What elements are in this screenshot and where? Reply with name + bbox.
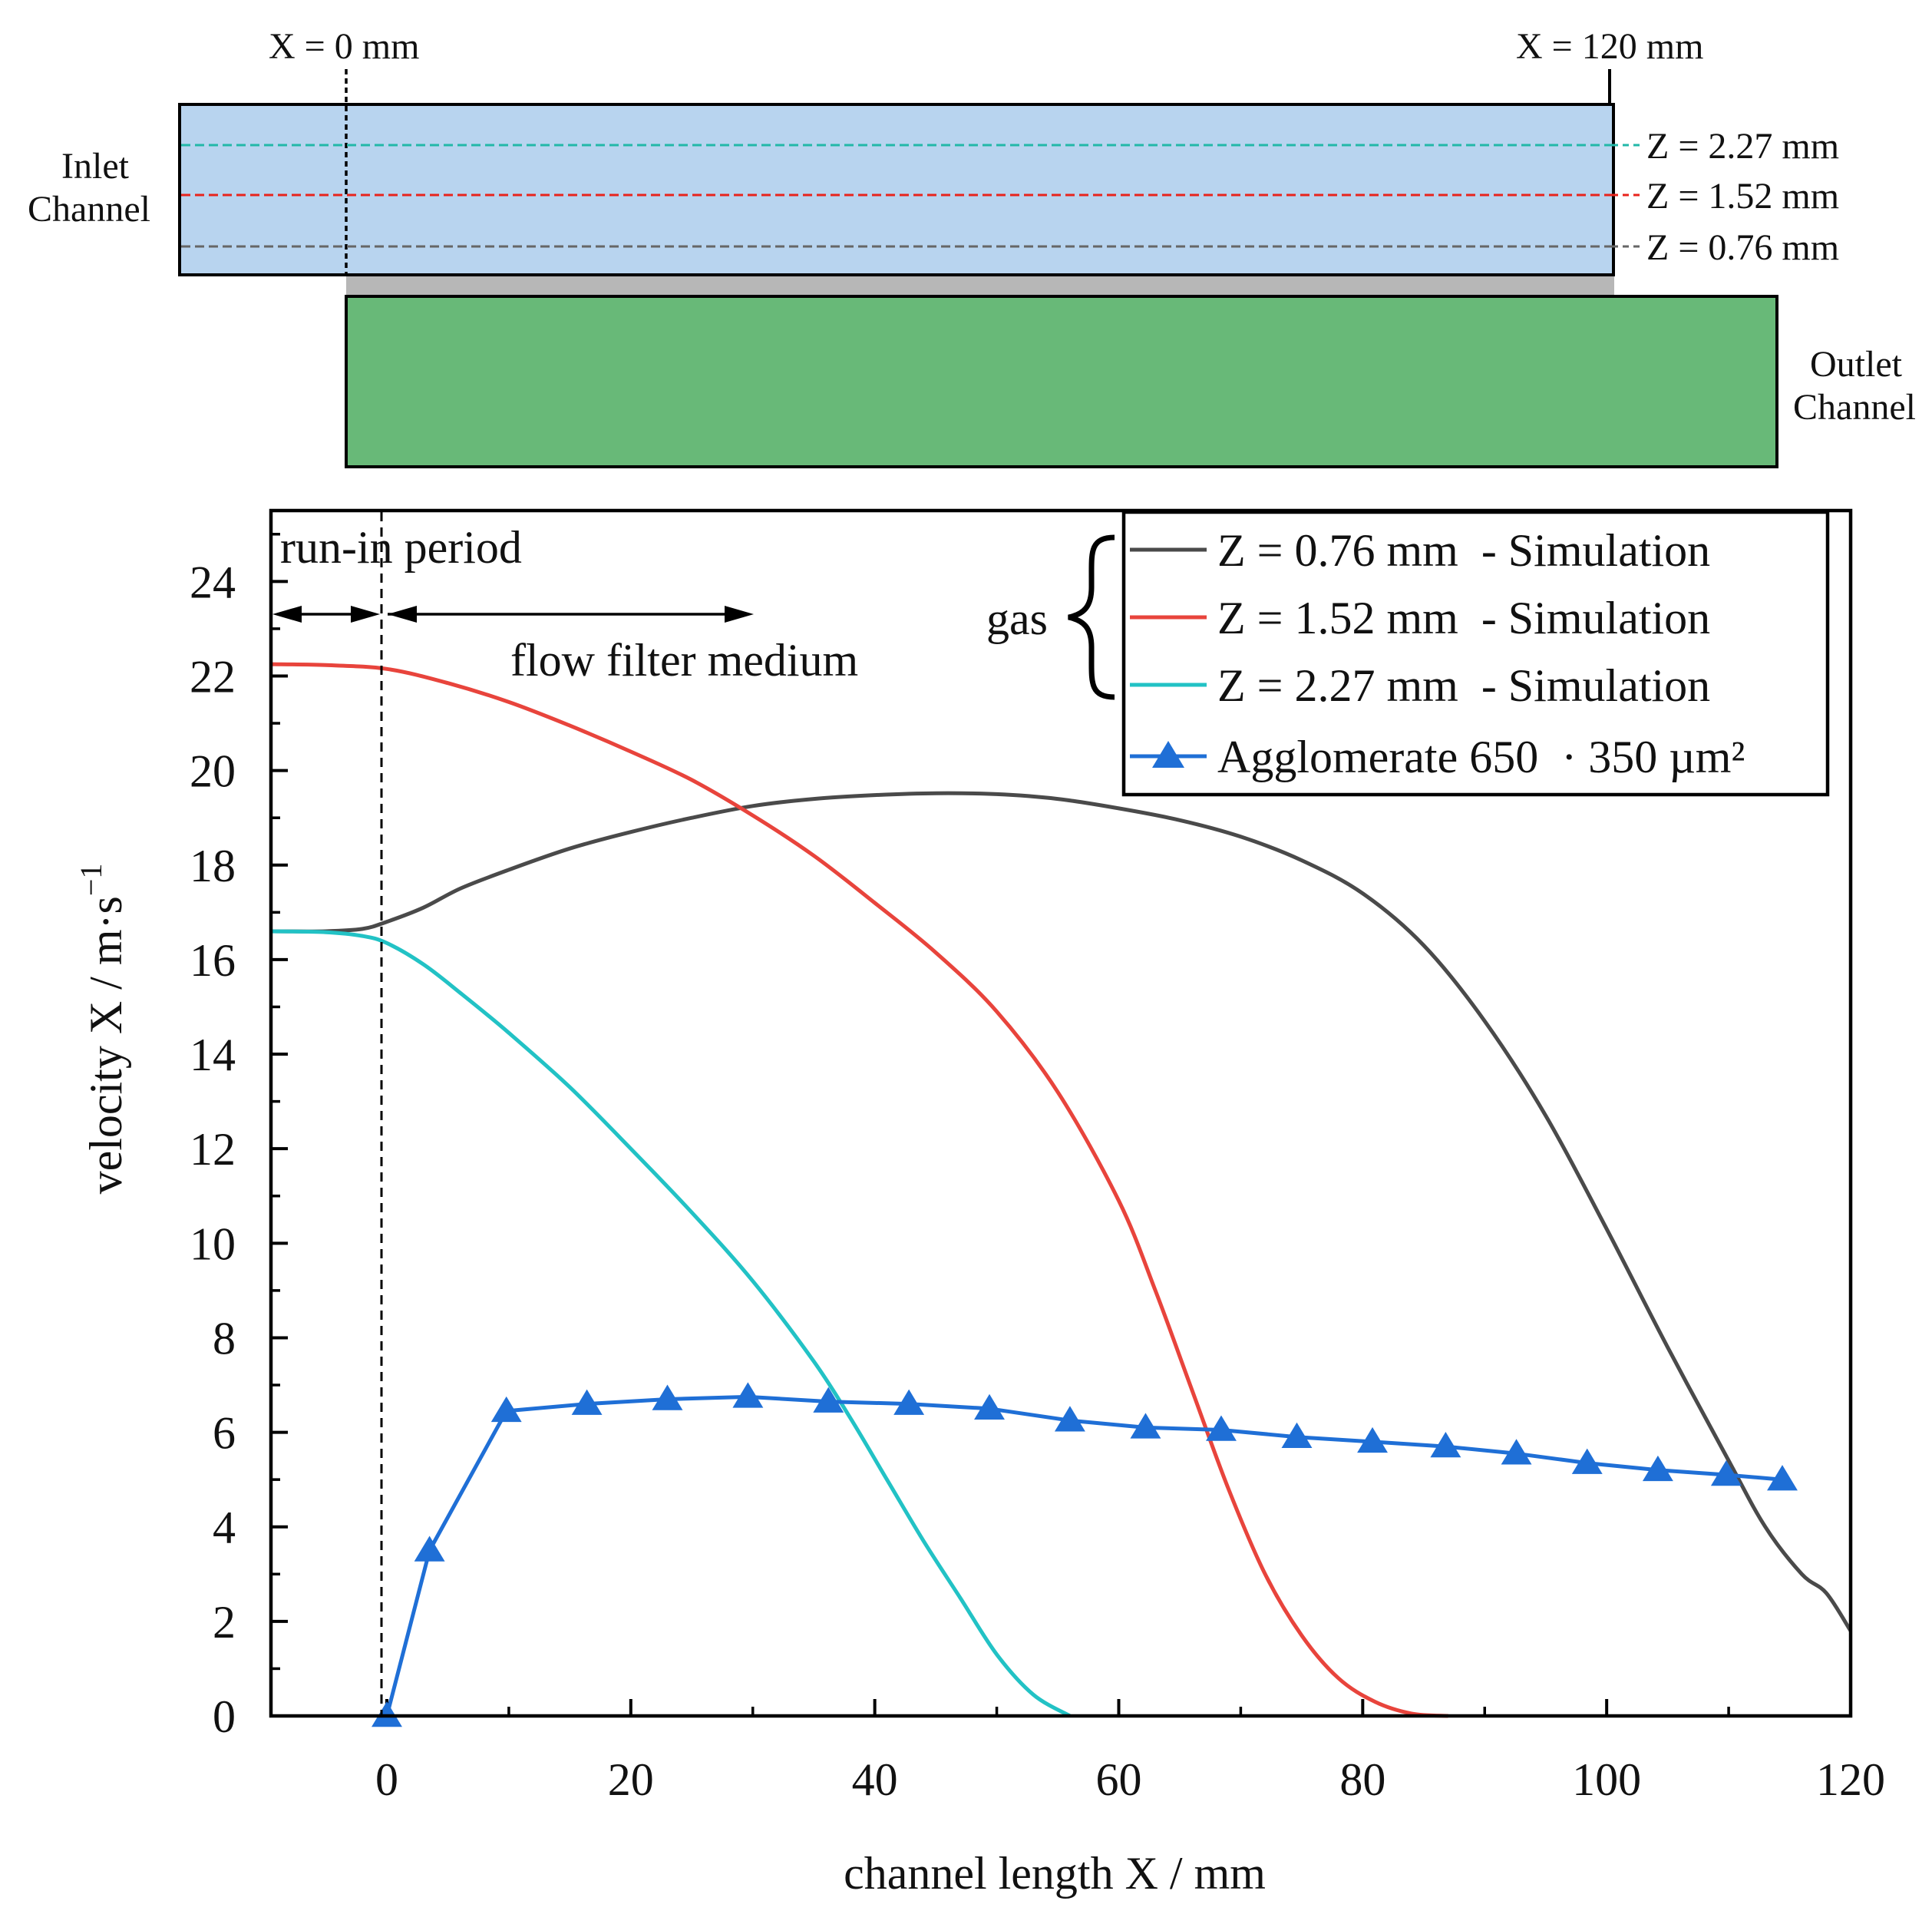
x-tick-label: 0 bbox=[375, 1754, 398, 1805]
run-in-arrow bbox=[272, 606, 380, 623]
y-tick-label: 6 bbox=[213, 1408, 236, 1459]
outlet-channel bbox=[345, 295, 1778, 468]
agglomerate-marker bbox=[1710, 1460, 1742, 1486]
x0-label: X = 0 mm bbox=[269, 26, 419, 67]
series-line-agglomerate bbox=[385, 1394, 1783, 1717]
legend: Z = 0.76 mm - Simulation Z = 1.52 mm - Si… bbox=[1121, 510, 1830, 797]
x-tick-label: 80 bbox=[1339, 1754, 1385, 1805]
legend-entry: Agglomerate 650 · 350 µm² bbox=[1130, 732, 1745, 782]
y-tick-label: 10 bbox=[190, 1218, 236, 1269]
agglomerate-marker bbox=[1571, 1448, 1603, 1474]
agglomerate-marker bbox=[414, 1535, 445, 1562]
legend-label: Z = 2.27 mm - Simulation bbox=[1217, 660, 1710, 711]
series-line-sim_227 bbox=[270, 929, 1072, 1718]
agglomerate-marker bbox=[1642, 1455, 1673, 1482]
gas-label: gas bbox=[986, 593, 1048, 644]
y-tick-label: 16 bbox=[190, 935, 236, 986]
z-label-152: Z = 1.52 mm bbox=[1646, 176, 1839, 217]
z-label-076: Z = 0.76 mm bbox=[1646, 227, 1839, 268]
y-tick-label: 22 bbox=[190, 651, 236, 702]
outlet-label-line2: Channel bbox=[1793, 387, 1916, 428]
y-tick-label: 18 bbox=[190, 841, 236, 891]
agglomerate-marker bbox=[372, 1701, 402, 1727]
legend-entry: Z = 2.27 mm - Simulation bbox=[1130, 660, 1710, 711]
agglomerate-marker bbox=[571, 1389, 603, 1415]
legend-box bbox=[1121, 510, 1830, 797]
x-tick-label: 60 bbox=[1095, 1754, 1141, 1805]
y-tick-label: 0 bbox=[213, 1691, 236, 1742]
agglomerate-marker bbox=[974, 1393, 1005, 1420]
legend-entry: Z = 1.52 mm - Simulation bbox=[1130, 593, 1710, 643]
y-tick-label: 24 bbox=[190, 557, 236, 607]
y-tick-label: 8 bbox=[213, 1313, 236, 1364]
y-axis-title: velocity X / m·s−1 bbox=[74, 864, 131, 1195]
inlet-label-line2: Channel bbox=[28, 189, 150, 230]
legend-entry: Z = 0.76 mm - Simulation bbox=[1130, 525, 1710, 576]
y-tick-label: 4 bbox=[213, 1502, 236, 1553]
agglomerate-marker bbox=[1430, 1432, 1461, 1458]
flow-filter-arrow bbox=[388, 606, 754, 623]
inlet-label-line1: Inlet bbox=[61, 146, 130, 187]
series-line-sim_152 bbox=[270, 662, 1448, 1718]
svg-text:velocity X / m·s−1: velocity X / m·s−1 bbox=[74, 864, 131, 1195]
y-tick-label: 14 bbox=[190, 1030, 236, 1080]
agglomerate-marker bbox=[1130, 1413, 1161, 1439]
agglomerate-marker bbox=[1054, 1406, 1085, 1432]
inlet-channel bbox=[178, 103, 1615, 276]
y-tick-label: 20 bbox=[190, 746, 236, 797]
series-line-sim_076 bbox=[270, 791, 1853, 1632]
run-in-label: run-in period bbox=[280, 522, 522, 573]
x-tick-label: 40 bbox=[852, 1754, 898, 1805]
legend-swatch-marker bbox=[1152, 741, 1184, 768]
outlet-label-line1: Outlet bbox=[1810, 344, 1903, 385]
z-label-227: Z = 2.27 mm bbox=[1646, 126, 1839, 167]
channel-schematic: X = 0 mm X = 120 mm Inlet Channel Outlet… bbox=[28, 26, 1916, 468]
legend-label: Z = 1.52 mm - Simulation bbox=[1217, 593, 1710, 643]
legend-entries: Z = 0.76 mm - Simulation Z = 1.52 mm - Si… bbox=[1130, 525, 1745, 782]
y-axis-title-exp: −1 bbox=[74, 864, 108, 897]
legend-label: Agglomerate 650 · 350 µm² bbox=[1217, 732, 1745, 782]
plot-frame bbox=[269, 508, 1853, 1718]
x-axis-title: channel length X / mm bbox=[844, 1848, 1266, 1899]
y-axis-title-main: velocity X / m·s bbox=[81, 896, 131, 1194]
agglomerate-marker bbox=[813, 1387, 844, 1413]
agglomerate-marker bbox=[732, 1382, 764, 1408]
flow-filter-label: flow filter medium bbox=[510, 635, 858, 686]
x-tick-label: 120 bbox=[1816, 1754, 1885, 1805]
agglomerate-marker bbox=[1501, 1439, 1532, 1465]
agglomerate-marker bbox=[490, 1396, 522, 1423]
y-tick-label: 12 bbox=[190, 1124, 236, 1175]
agglomerate-marker bbox=[1206, 1415, 1237, 1441]
agglomerate-marker bbox=[893, 1389, 925, 1415]
legend-label: Z = 0.76 mm - Simulation bbox=[1217, 525, 1710, 576]
agglomerate-marker bbox=[1357, 1426, 1388, 1453]
agglomerate-marker bbox=[1767, 1465, 1798, 1491]
x120-label: X = 120 mm bbox=[1516, 26, 1703, 67]
agglomerate-marker bbox=[1281, 1422, 1313, 1448]
x-tick-label: 20 bbox=[608, 1754, 654, 1805]
y-tick-label: 2 bbox=[213, 1597, 236, 1648]
filter-wall bbox=[346, 273, 1614, 296]
series-layer bbox=[270, 662, 1853, 1727]
agglomerate-marker bbox=[652, 1384, 683, 1410]
x-tick-label: 100 bbox=[1572, 1754, 1641, 1805]
gas-brace bbox=[1068, 534, 1115, 700]
